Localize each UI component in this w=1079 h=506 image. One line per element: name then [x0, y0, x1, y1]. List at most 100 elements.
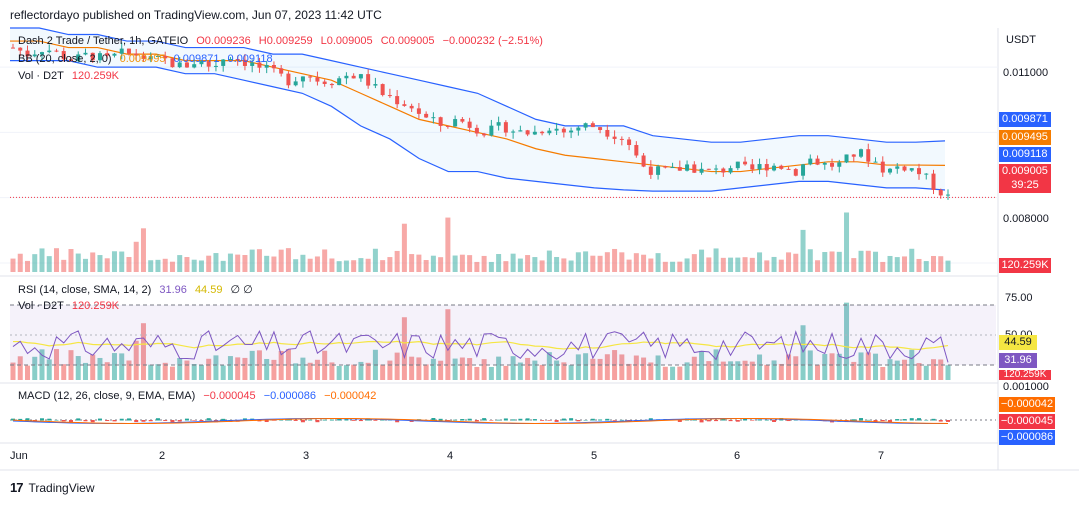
candle-body [126, 48, 131, 54]
macd-histogram-bar [743, 418, 748, 421]
volume-bar [583, 251, 589, 272]
volume-bar [517, 258, 523, 272]
volume-bar [264, 255, 270, 272]
volume-bar [169, 261, 175, 272]
candle-body [170, 58, 175, 68]
rsi-vol-label[interactable]: Vol · D2T [18, 300, 64, 312]
symbol-label[interactable]: Dash 2 Trade / Tether, 1h, GATEIO [18, 35, 189, 47]
rsi-legend: RSI (14, close, SMA, 14, 2) 31.96 44.59 … [18, 283, 258, 296]
candle-body [192, 64, 197, 68]
rsi-volume-bar [822, 354, 828, 380]
volume-bar [829, 251, 835, 272]
rsi-volume-bar [394, 352, 400, 380]
macd-histogram-bar [482, 418, 487, 421]
footer-brand[interactable]: TradingView [28, 480, 95, 495]
candle-body [453, 119, 458, 127]
rsi-volume-bar [336, 365, 342, 380]
candle-body [213, 65, 218, 67]
macd-histogram-bar [605, 418, 610, 421]
volume-bar [481, 255, 487, 272]
candle-body [119, 48, 124, 54]
rsi-volume-bar [46, 359, 52, 380]
candle-body [612, 136, 617, 139]
macd-histogram-bar [112, 420, 117, 422]
macd-histogram-bar [453, 419, 458, 421]
rsi-volume-bar [836, 353, 842, 380]
candle-body [634, 145, 639, 156]
rsi-volume-bar [757, 354, 763, 380]
volume-bar [220, 260, 226, 272]
candle-body [163, 55, 168, 59]
rsi-volume-bar [24, 365, 30, 380]
volume-bar [561, 258, 567, 272]
rsi-volume-bar [503, 365, 509, 380]
rsi-vol-value: 120.259K [71, 300, 120, 312]
volume-bar [778, 259, 784, 272]
vol-label[interactable]: Vol · D2T [18, 70, 64, 82]
time-label-7: 7 [878, 450, 885, 462]
volume-bar [10, 258, 16, 272]
macd-line [12, 417, 949, 425]
macd-histogram-bar [467, 418, 472, 421]
rsi-volume-bar [61, 364, 67, 380]
rsi-volume-bar [140, 323, 146, 380]
rsi-volume-bar [177, 358, 183, 380]
rsi-volume-bar [916, 363, 922, 380]
macd-histogram-bar [721, 418, 726, 421]
currency-label: USDT [1006, 34, 1036, 46]
rsi-volume-bar [902, 359, 908, 380]
volume-bar [111, 251, 117, 272]
volume-bar [699, 249, 705, 272]
volume-bar [496, 254, 502, 272]
change-value: −0.000232 (−2.51%) [442, 35, 543, 47]
rsi-volume-bar [278, 350, 284, 380]
rsi-volume-bar [510, 356, 516, 380]
rsi-volume-bar [10, 362, 16, 380]
rsi-volume-bar [474, 366, 480, 380]
macd-histogram-bar [851, 419, 856, 421]
rsi-volume-bar [931, 359, 937, 380]
volume-bar [938, 256, 944, 272]
macd-histogram-bar [598, 419, 603, 421]
macd-histogram-bar [351, 420, 356, 421]
candle-body [532, 131, 537, 135]
macd-legend: MACD (12, 26, close, 9, EMA, EMA) −0.000… [18, 390, 381, 402]
publisher-line: reflectordayo published on TradingView.c… [10, 8, 382, 22]
rsi-volume-bar [923, 365, 929, 380]
rsi-volume-bar [488, 366, 494, 380]
volume-bar [575, 252, 581, 272]
macd-histogram-bar [909, 418, 914, 421]
volume-bar [691, 254, 697, 272]
tradingview-logo-icon[interactable]: 17 [10, 480, 24, 495]
rsi-vol-badge: 120.259K [999, 370, 1051, 380]
rsi-volume-bar [699, 350, 705, 380]
rsi-volume-bar [764, 364, 770, 380]
rsi-volume-bar [662, 366, 668, 380]
rsi-volume-bar [648, 362, 654, 380]
rsi-volume-bar [409, 356, 415, 380]
rsi-volume-bar [249, 350, 255, 380]
time-label-6: 6 [734, 450, 741, 462]
candle-body [656, 166, 661, 175]
macd-histogram-bar [474, 420, 479, 422]
rsi-volume-bar [430, 358, 436, 380]
candle-body [250, 62, 255, 66]
candle-body [337, 78, 342, 86]
volume-bar [213, 253, 219, 272]
candle-body [221, 59, 226, 66]
rsi-volume-bar [815, 364, 821, 380]
volume-bar [539, 260, 545, 272]
rsi-volume-bar [17, 356, 23, 380]
rsi-label[interactable]: RSI (14, close, SMA, 14, 2) [18, 284, 152, 296]
macd-label[interactable]: MACD (12, 26, close, 9, EMA, EMA) [18, 390, 196, 402]
volume-bar [314, 256, 320, 272]
candle-body [293, 81, 298, 86]
volume-bar [916, 258, 922, 272]
rsi-volume-bar [242, 357, 248, 380]
volume-bar [285, 248, 291, 272]
volume-bar [931, 255, 937, 272]
bb-label[interactable]: BB (20, close, 2, 0) [18, 53, 112, 65]
macd-histogram-bar [460, 419, 465, 421]
candle-body [141, 55, 146, 60]
